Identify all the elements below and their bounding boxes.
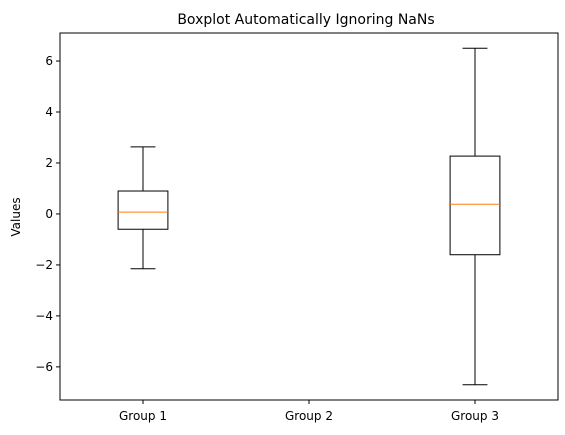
x-tick-label: Group 1 — [119, 409, 167, 423]
chart-title: Boxplot Automatically Ignoring NaNs — [177, 12, 434, 28]
y-tick-label: 4 — [45, 105, 53, 119]
x-tick-label: Group 2 — [285, 409, 333, 423]
y-tick-label: 0 — [45, 207, 53, 221]
box — [449, 155, 501, 256]
x-tick-label: Group 3 — [451, 409, 499, 423]
y-tick-label: 2 — [45, 156, 53, 170]
y-tick-label: 6 — [45, 54, 53, 68]
y-tick-label: −6 — [35, 360, 53, 374]
y-tick-label: −4 — [35, 309, 53, 323]
y-tick-label: −2 — [35, 258, 53, 272]
plot-frame — [59, 32, 559, 401]
plot-area: −6 −4 −2 0 2 4 6 Group 1 Group 2 Group 3 — [35, 32, 559, 423]
box — [117, 190, 169, 230]
y-axis-label: Values — [9, 197, 23, 236]
